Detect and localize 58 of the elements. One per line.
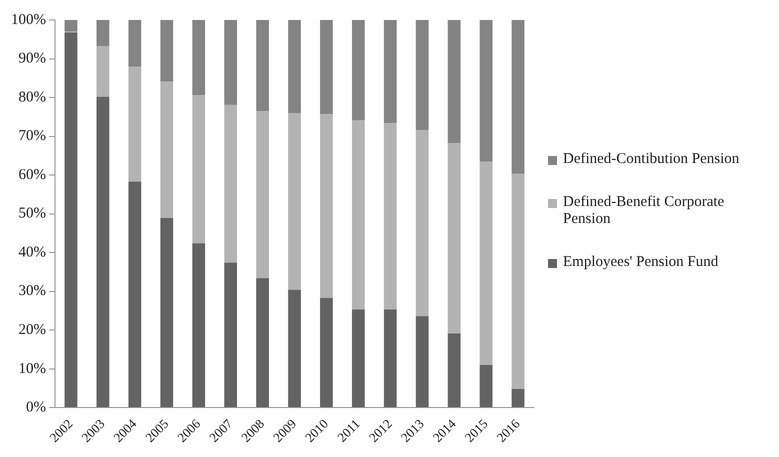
bar bbox=[352, 310, 365, 408]
bar bbox=[320, 20, 333, 114]
bar bbox=[448, 20, 461, 144]
bar bbox=[384, 310, 397, 408]
bar bbox=[160, 20, 174, 82]
bar bbox=[288, 290, 301, 408]
bar bbox=[448, 334, 461, 408]
bar bbox=[352, 20, 365, 120]
bar bbox=[256, 278, 269, 408]
y-tick-label: 50% bbox=[18, 206, 46, 222]
bar bbox=[480, 161, 492, 365]
bar bbox=[64, 32, 78, 408]
bar bbox=[480, 20, 492, 162]
y-tick-label: 80% bbox=[18, 89, 46, 106]
bar bbox=[512, 20, 524, 174]
bar bbox=[96, 46, 110, 97]
y-tick-label: 30% bbox=[18, 283, 46, 300]
y-tick-label: 20% bbox=[18, 322, 46, 338]
legend-label: Defined-Benefit Corporate Pension bbox=[563, 194, 726, 228]
bar bbox=[160, 82, 174, 218]
bar bbox=[256, 20, 269, 112]
bar bbox=[512, 174, 524, 389]
bar bbox=[448, 143, 461, 334]
y-tick-label: 40% bbox=[18, 244, 46, 260]
bar bbox=[96, 20, 110, 46]
bar bbox=[288, 20, 301, 114]
bar bbox=[224, 104, 238, 263]
bar bbox=[96, 96, 110, 408]
bar bbox=[416, 316, 429, 408]
legend-label: Employees' Pension Fund bbox=[563, 254, 718, 270]
bar bbox=[416, 20, 429, 130]
bar bbox=[192, 243, 206, 408]
y-tick-label: 10% bbox=[18, 360, 46, 377]
bar bbox=[224, 20, 238, 105]
y-tick-label: 100% bbox=[10, 12, 46, 28]
bar bbox=[160, 218, 174, 408]
bar bbox=[64, 20, 78, 32]
bar bbox=[288, 113, 301, 290]
bar bbox=[224, 262, 238, 408]
bar bbox=[192, 95, 206, 244]
bar bbox=[416, 130, 429, 316]
y-tick-label: 90% bbox=[18, 50, 46, 67]
bar bbox=[480, 364, 492, 408]
bar bbox=[128, 20, 142, 67]
bar bbox=[384, 123, 397, 310]
legend-label: Defined-Contibution Pension bbox=[563, 150, 740, 168]
bar bbox=[128, 66, 142, 182]
bar bbox=[384, 20, 397, 124]
bar bbox=[256, 111, 269, 278]
y-tick-label: 70% bbox=[18, 128, 46, 144]
bar bbox=[512, 388, 524, 408]
bar bbox=[128, 182, 142, 408]
bar bbox=[192, 20, 206, 96]
y-tick-label: 60% bbox=[18, 166, 46, 183]
y-tick-label: 0% bbox=[26, 400, 46, 416]
bar bbox=[352, 120, 365, 310]
bar bbox=[320, 114, 333, 298]
bar bbox=[320, 298, 333, 408]
